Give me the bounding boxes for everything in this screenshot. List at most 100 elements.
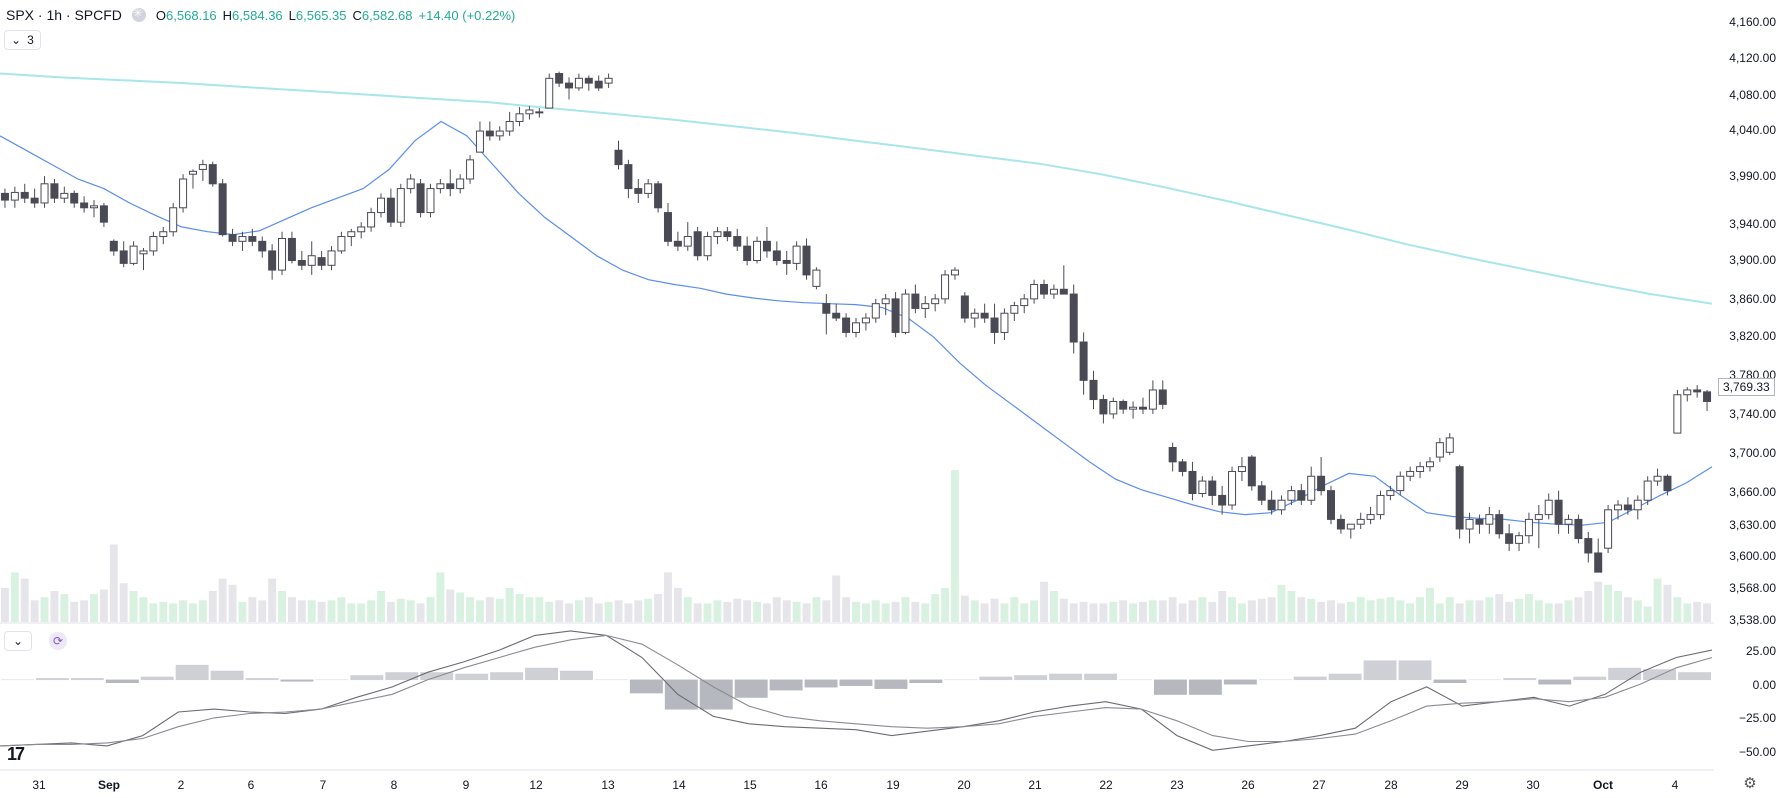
price-tick-label: 3,700.00 (1729, 446, 1776, 460)
candle-body (762, 240, 771, 252)
volume-bar (753, 601, 761, 622)
candle-body (654, 183, 663, 209)
volume-bar (1267, 597, 1276, 622)
volume-bar (80, 600, 89, 622)
volume-bar (70, 601, 79, 622)
volume-bar (1049, 591, 1058, 622)
volume-bar (703, 603, 712, 622)
symbol-title[interactable]: SPX · 1h · SPCFD (6, 7, 122, 23)
price-tick-label: 4,080.00 (1729, 88, 1776, 102)
volume-bar (119, 583, 128, 622)
time-tick-label: 23 (1170, 778, 1184, 792)
candle-body (1495, 514, 1504, 535)
candle-body (614, 149, 623, 166)
price-tick-label: 3,660.00 (1729, 485, 1776, 499)
candle-body (446, 183, 455, 190)
volume-bar (1673, 597, 1682, 622)
macd-histogram-bar (1678, 672, 1711, 681)
candle-body (1515, 535, 1524, 544)
volume-bar (1406, 603, 1415, 622)
candle-body (208, 164, 217, 185)
candle-body (1534, 514, 1543, 520)
volume-bar (337, 597, 346, 622)
candle-body (1020, 298, 1029, 307)
volume-bar (1287, 591, 1296, 622)
candle-body (218, 183, 227, 236)
candle-body (624, 164, 633, 190)
refresh-icon[interactable]: ⟳ (49, 632, 67, 650)
volume-bar (1208, 601, 1217, 622)
time-tick-label: 4 (1672, 778, 1679, 792)
volume-bar (377, 591, 385, 622)
candle-body (109, 240, 118, 252)
candle-body (822, 303, 831, 314)
volume-bar (1534, 600, 1543, 622)
volume-bar (1584, 591, 1593, 622)
indicators-collapse-button[interactable]: ⌄ 3 (4, 30, 41, 50)
candle-body (634, 188, 643, 194)
time-tick-label: Sep (98, 778, 120, 792)
candle-body (485, 130, 494, 137)
macd-histogram-bar (804, 679, 838, 688)
volume-bar (40, 597, 49, 622)
candle-body (426, 188, 435, 214)
macd-tick-label: −50.00 (1739, 745, 1776, 759)
volume-bar (852, 601, 860, 622)
macd-histogram-bar (909, 679, 943, 684)
candle-body (347, 231, 356, 238)
candle-body (80, 202, 89, 209)
candle-body (753, 240, 762, 262)
candle-body (911, 293, 920, 309)
volume-bar (772, 597, 781, 622)
volume-bar (287, 597, 296, 622)
macd-histogram-bar (1293, 676, 1327, 681)
tradingview-logo[interactable]: 17 (7, 744, 25, 764)
volume-bar (1396, 600, 1405, 622)
candle-body (1416, 466, 1425, 472)
macd-histogram-bar (490, 672, 524, 681)
time-tick-label: 31 (32, 778, 46, 792)
candle-body (159, 231, 168, 238)
candle-body (525, 109, 534, 115)
candle-body (1604, 509, 1613, 549)
volume-bar (1069, 603, 1078, 622)
macd-histogram-bar (1398, 660, 1432, 681)
macd-pane-toggle-button[interactable]: ⌄ (4, 631, 32, 651)
macd-histogram-bar (1643, 669, 1677, 681)
volume-bar (1524, 594, 1533, 622)
price-tick-label: 4,040.00 (1729, 123, 1776, 137)
candle-body (1228, 470, 1237, 506)
volume-bar (179, 600, 188, 622)
symbol-legend: SPX · 1h · SPCFD O6,568.16 H6,584.36 L6,… (6, 6, 515, 24)
macd-histogram-bar (594, 679, 628, 681)
macd-histogram-bar (1084, 673, 1118, 681)
candle-body (1138, 406, 1147, 410)
volume-bar (1277, 584, 1286, 622)
candle-body (1633, 499, 1642, 511)
macd-histogram-bar (874, 679, 908, 689)
candle-body (871, 303, 880, 319)
macd-histogram-bar (455, 673, 489, 681)
candle-body (743, 245, 752, 262)
macd-histogram-bar (210, 670, 244, 681)
volume-bar (20, 578, 29, 622)
macd-histogram-bar (1538, 679, 1572, 685)
volume-bar (1079, 601, 1088, 622)
volume-bar (1633, 600, 1642, 622)
volume-bar (921, 603, 930, 622)
volume-bar (416, 603, 425, 622)
volume-bar (1109, 601, 1118, 622)
volume-bar (624, 603, 633, 622)
volume-bar (1653, 578, 1662, 622)
candle-body (436, 183, 445, 190)
low-value: 6,565.35 (295, 7, 347, 23)
volume-bar (1475, 600, 1484, 622)
time-tick-label: 22 (1099, 778, 1113, 792)
volume-bar (1643, 606, 1652, 622)
volume-bar (406, 600, 415, 622)
candle-body (782, 260, 791, 264)
gear-icon[interactable]: ⚙ (1743, 775, 1757, 792)
volume-bar (208, 591, 217, 622)
macd-histogram-bar (1188, 679, 1222, 695)
